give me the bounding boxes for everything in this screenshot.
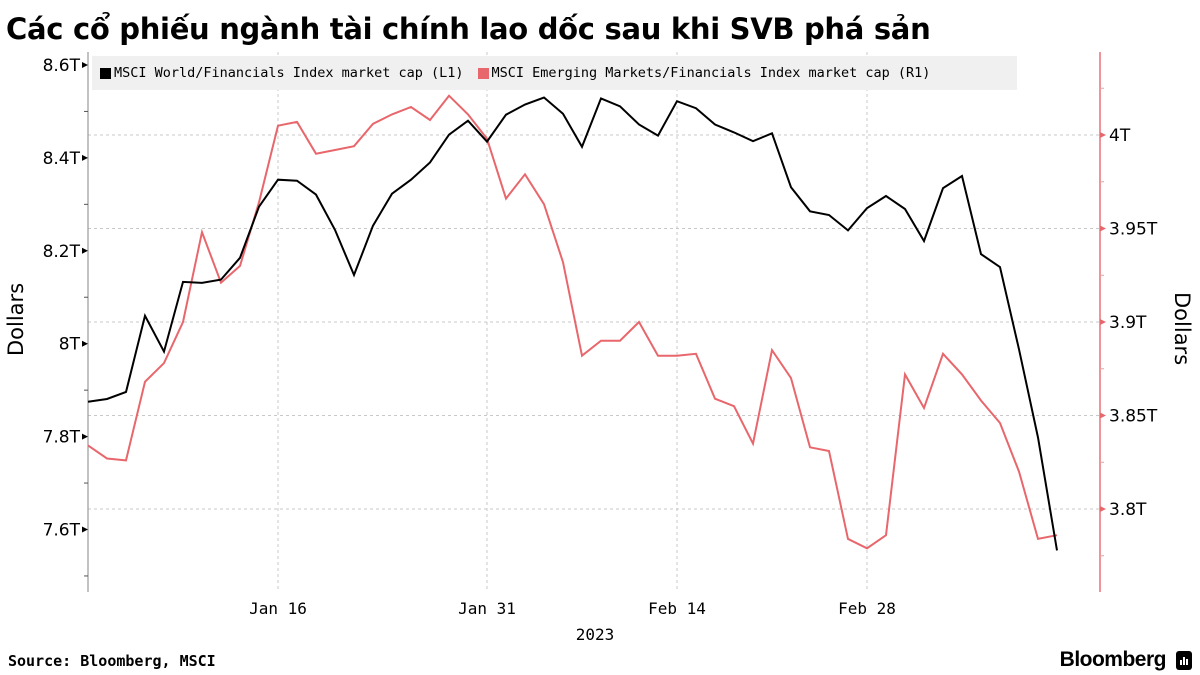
right-tick-arrow: [1100, 225, 1106, 232]
left-tick-arrow: [82, 433, 88, 440]
x-tick-label: Feb 14: [648, 599, 706, 618]
left-tick-arrow: [82, 340, 88, 347]
x-tick-label: Jan 16: [249, 599, 307, 618]
x-year-label: 2023: [576, 625, 615, 644]
legend-label: MSCI World/Financials Index market cap (…: [114, 65, 464, 81]
bloomberg-logo-text: Bloomberg: [1059, 648, 1167, 671]
right-axis-title: Dollars: [1170, 292, 1194, 366]
bloomberg-logo-icon: [1176, 651, 1192, 670]
legend-item-world: MSCI World/Financials Index market cap (…: [100, 65, 464, 81]
right-tick-arrow: [1100, 412, 1106, 419]
right-tick-label: 3.95T: [1109, 220, 1158, 240]
left-tick-arrow: [82, 62, 88, 68]
left-axis-title: Dollars: [4, 282, 28, 356]
series-lines: [87, 94, 1058, 551]
right-tick-arrow: [1100, 319, 1106, 325]
x-tick-label: Jan 31: [458, 599, 516, 618]
legend-swatch-red: [477, 67, 489, 79]
left-tick-arrow: [82, 526, 88, 533]
right-tick-label: 3.85T: [1109, 407, 1158, 427]
right-tick-label: 3.8T: [1109, 500, 1147, 520]
right-tick-arrow: [1100, 506, 1106, 512]
axes: 8.6T 8.4T 8.2T 8T 7.8T 7.6T 4T 3.95T 3.9T 3.85T 3.…: [43, 52, 1158, 644]
legend: MSCI World/Financials Index market cap (…: [92, 56, 1017, 90]
gridlines: [88, 52, 1100, 592]
legend-label: MSCI Emerging Markets/Financials Index m…: [491, 65, 931, 81]
left-tick-label: 8.2T: [43, 242, 81, 262]
left-tick-arrow: [82, 247, 88, 254]
left-tick-label: 7.8T: [43, 428, 81, 448]
legend-item-emerging: MSCI Emerging Markets/Financials Index m…: [477, 65, 931, 81]
chart-title: Các cổ phiếu ngành tài chính lao dốc sau…: [6, 12, 931, 46]
source-note: Source: Bloomberg, MSCI: [8, 652, 216, 670]
left-tick-arrow: [82, 154, 88, 161]
left-tick-label: 8.4T: [43, 149, 81, 169]
series-line-world: [87, 96, 1058, 551]
left-tick-label: 8.6T: [43, 56, 81, 76]
legend-swatch-black: [100, 67, 111, 79]
left-tick-label: 7.6T: [43, 521, 81, 541]
right-tick-label: 3.9T: [1109, 313, 1147, 333]
left-tick-label: 8T: [59, 335, 81, 355]
x-tick-label: Feb 28: [838, 599, 896, 618]
right-tick-arrow: [1100, 132, 1106, 138]
right-tick-label: 4T: [1109, 126, 1131, 146]
